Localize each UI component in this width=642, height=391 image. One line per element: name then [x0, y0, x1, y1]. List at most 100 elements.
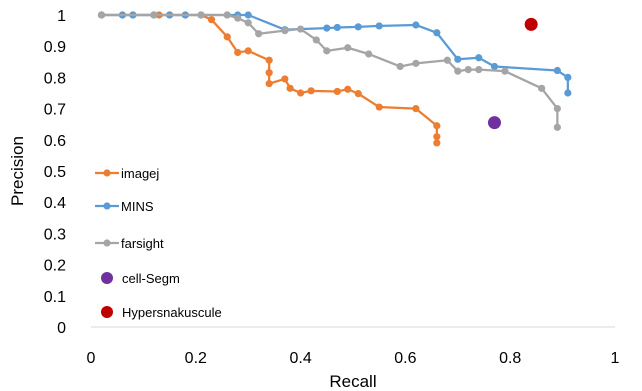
- data-point-mins: [323, 24, 331, 32]
- data-point-farsight: [396, 62, 404, 71]
- data-point-imagej: [297, 89, 305, 97]
- series-line-farsight: [101, 13, 559, 128]
- data-point-mins: [333, 23, 341, 32]
- legend: imagej MINS farsight cell-Segm Hypersnakuscu…: [95, 166, 222, 320]
- data-point-imagej: [333, 87, 341, 96]
- x-tick-label: 0.4: [289, 350, 311, 367]
- y-tick-label: 0.8: [44, 70, 66, 87]
- legend-marker-mins: [103, 202, 111, 210]
- data-point-farsight: [553, 105, 561, 113]
- data-point-farsight: [365, 50, 373, 58]
- y-tick-label: 0.3: [44, 226, 66, 243]
- legend-marker-cell-segm: [101, 272, 113, 284]
- data-point-farsight: [312, 36, 320, 44]
- legend-item-farsight: farsight: [95, 236, 164, 251]
- y-tick-label: 0.2: [44, 258, 66, 275]
- data-point-farsight: [412, 59, 420, 67]
- data-point-imagej: [307, 87, 315, 95]
- x-tick-label: 0.8: [499, 350, 521, 367]
- legend-marker-hypersnakuscule: [101, 306, 113, 318]
- x-tick-label: 1: [611, 350, 620, 367]
- data-point-farsight: [197, 11, 205, 19]
- y-tick-label: 0.1: [44, 289, 66, 306]
- data-point-imagej: [207, 16, 216, 24]
- series-farsight: [97, 11, 561, 131]
- data-point-imagej: [286, 84, 294, 92]
- data-point-mins: [412, 21, 420, 29]
- series-hypersnakuscule: [524, 17, 538, 31]
- data-point-farsight: [501, 67, 509, 75]
- data-point-imagej: [265, 69, 273, 77]
- data-point-farsight: [464, 66, 472, 74]
- x-axis-title: Recall: [329, 372, 376, 391]
- data-point-farsight: [344, 44, 352, 52]
- legend-label-cell-segm: cell-Segm: [122, 271, 180, 286]
- data-point-mins: [375, 22, 383, 30]
- data-point-farsight: [454, 67, 462, 75]
- data-point-imagej: [412, 105, 420, 113]
- data-point-imagej: [354, 90, 362, 98]
- y-tick-label: 0.6: [44, 133, 66, 150]
- legend-label-farsight: farsight: [121, 236, 164, 251]
- data-point-farsight: [255, 30, 263, 38]
- data-point-farsight: [297, 25, 305, 33]
- legend-label-hypersnakuscule: Hypersnakuscule: [122, 305, 222, 320]
- legend-label-imagej: imagej: [121, 166, 159, 181]
- legend-marker-farsight: [103, 239, 111, 247]
- data-point-mins: [564, 73, 572, 81]
- x-tick-labels: 0 0.2 0.4 0.6 0.8 1: [87, 350, 620, 367]
- y-tick-label: 0: [57, 320, 66, 337]
- data-point-imagej: [433, 133, 441, 141]
- legend-item-cell-segm: cell-Segm: [101, 271, 180, 286]
- data-point-farsight: [553, 123, 561, 131]
- data-point-mins: [354, 23, 362, 31]
- series-cell-segm: [487, 116, 501, 130]
- data-point-farsight: [443, 56, 451, 64]
- data-point-mins: [564, 89, 572, 97]
- data-point-farsight: [538, 84, 546, 92]
- data-point-imagej: [433, 139, 441, 147]
- legend-marker-imagej: [103, 169, 111, 177]
- data-point-farsight: [323, 47, 331, 55]
- data-point-imagej: [281, 75, 289, 83]
- data-point-imagej: [433, 122, 441, 130]
- data-point-hypersnakuscule: [524, 17, 538, 31]
- data-point-farsight: [97, 11, 106, 19]
- data-point-mins: [553, 66, 561, 75]
- data-point-mins: [490, 62, 499, 71]
- data-point-imagej: [234, 48, 242, 57]
- x-tick-label: 0.6: [394, 350, 416, 367]
- x-tick-label: 0: [87, 350, 96, 367]
- legend-item-hypersnakuscule: Hypersnakuscule: [101, 305, 222, 320]
- data-point-imagej: [265, 56, 273, 64]
- data-point-imagej: [344, 85, 352, 93]
- data-point-farsight: [244, 19, 252, 27]
- data-point-mins: [433, 29, 441, 37]
- data-point-imagej: [223, 33, 231, 41]
- data-point-cell-segm: [487, 116, 501, 130]
- y-tick-label: 0.5: [44, 164, 66, 181]
- data-point-mins: [475, 54, 483, 62]
- data-point-imagej: [375, 103, 383, 111]
- data-point-imagej: [244, 47, 252, 55]
- series-layer: [97, 11, 572, 147]
- data-point-farsight: [281, 27, 289, 35]
- series-line-imagej: [101, 13, 438, 143]
- legend-label-mins: MINS: [121, 199, 154, 214]
- y-tick-label: 0.9: [44, 39, 66, 56]
- y-tick-label: 1: [57, 8, 66, 25]
- data-point-imagej: [265, 80, 273, 88]
- legend-item-mins: MINS: [95, 199, 154, 214]
- series-mins: [97, 11, 572, 97]
- y-axis-title: Precision: [8, 136, 27, 206]
- legend-item-imagej: imagej: [95, 166, 159, 181]
- data-point-farsight: [223, 11, 231, 19]
- y-tick-label: 0.7: [44, 102, 66, 119]
- data-point-farsight: [475, 66, 483, 74]
- y-tick-labels: 0 0.1 0.2 0.3 0.4 0.5 0.6 0.7 0.8 0.9 1: [44, 8, 66, 337]
- data-point-mins: [244, 11, 252, 19]
- data-point-farsight: [150, 11, 158, 19]
- data-point-farsight: [234, 14, 242, 22]
- y-tick-label: 0.4: [44, 195, 66, 212]
